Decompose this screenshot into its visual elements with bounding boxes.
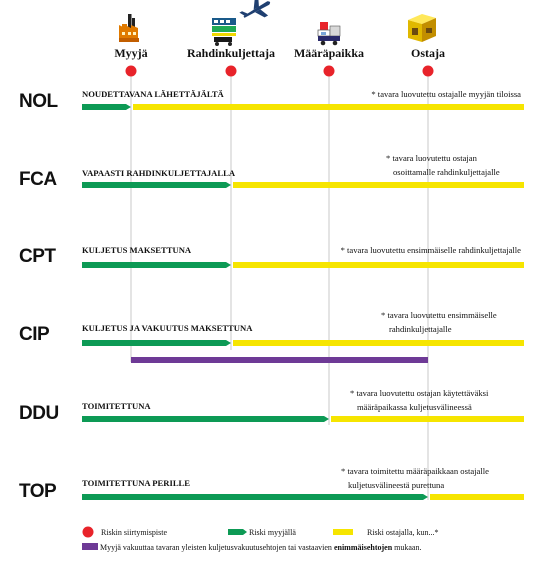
buyer-risk-bar <box>233 182 524 188</box>
party-label-buyer: Ostaja <box>411 46 445 60</box>
party-labels: Myyjä Rahdinkuljettaja Määräpaikka Ostaj… <box>114 46 445 60</box>
seller-risk-arrow <box>82 340 231 346</box>
train-truck-airplane-icon <box>212 0 271 46</box>
term-code: FCA <box>19 169 57 190</box>
term-note-line-1: * tavara luovutettu ostajan <box>386 153 478 163</box>
term-row-ddu: DDU TOIMITETTUNA * tavara luovutettu ost… <box>19 388 524 424</box>
term-row-fca: FCA VAPAASTI RAHDINKULJETTAJALLA * tavar… <box>19 153 524 190</box>
seller-risk-arrow <box>82 416 329 422</box>
term-title: KULJETUS MAKSETTUNA <box>82 245 192 255</box>
buyer-risk-bar <box>233 262 524 268</box>
term-note-line-2: määräpaikassa kuljetusvälineessä <box>357 402 472 412</box>
term-code: NOL <box>19 91 59 112</box>
legend-insurance-label: Myyjä vakuuttaa tavaran yleisten kuljetu… <box>100 543 421 552</box>
term-note-line-2: osoittamalle rahdinkuljettajalle <box>393 167 500 177</box>
term-row-nol: NOL NOUDETTAVANA LÄHETTÄJÄLTÄ * tavara l… <box>19 89 524 112</box>
term-note-line-1: * tavara toimitettu määräpaikkaan ostaja… <box>341 466 489 476</box>
term-note-line-1: * tavara luovutettu ensimmäiselle <box>381 310 497 320</box>
party-label-seller: Myyjä <box>114 46 147 60</box>
legend-risk-transfer-marker <box>82 526 94 538</box>
term-code: TOP <box>19 481 57 502</box>
risk-transfer-point-seller <box>125 65 137 77</box>
seller-risk-arrow <box>82 494 428 500</box>
truck-icon <box>317 22 341 46</box>
term-code: CPT <box>19 246 56 267</box>
risk-transfer-point-buyer <box>422 65 434 77</box>
party-guide-lines <box>130 72 429 500</box>
term-row-top: TOP TOIMITETTUNA PERILLE * tavara toimit… <box>19 466 524 502</box>
term-code: CIP <box>19 324 50 345</box>
legend-buyer-risk-label: Riski ostajalla, kun...* <box>367 528 439 537</box>
term-note-line-1: * tavara luovutettu ensimmäiselle rahdin… <box>341 245 522 255</box>
legend-seller-risk-label: Riski myyjällä <box>249 528 296 537</box>
factory-icon <box>119 14 139 42</box>
party-label-carrier: Rahdinkuljettaja <box>187 46 275 60</box>
legend-buyer-risk-marker <box>333 529 353 535</box>
risk-transfer-point-carrier <box>225 65 237 77</box>
term-title: TOIMITETTUNA PERILLE <box>82 478 190 488</box>
risk-transfer-point-destination <box>323 65 335 77</box>
buyer-risk-bar <box>233 340 524 346</box>
term-note-line-1: * tavara luovutettu ostajan käytettäväks… <box>350 388 489 398</box>
term-title: KULJETUS JA VAKUUTUS MAKSETTUNA <box>82 323 253 333</box>
seller-risk-arrow <box>82 182 231 188</box>
buyer-risk-bar <box>331 416 524 422</box>
seller-risk-arrow <box>82 262 231 268</box>
term-code: DDU <box>19 403 59 424</box>
term-note-line-1: * tavara luovutettu ostajalle myyjän til… <box>371 89 521 99</box>
legend-insurance-suffix: mukaan. <box>392 543 421 552</box>
legend-insurance-bold: enimmäisehtojen <box>334 543 393 552</box>
term-title: VAPAASTI RAHDINKULJETTAJALLA <box>82 168 236 178</box>
legend-insurance-marker <box>82 543 98 550</box>
term-note-line-2: rahdinkuljettajalle <box>389 324 452 334</box>
legend: Riskin siirtymispiste Riski myyjällä Ris… <box>82 526 439 552</box>
term-title: TOIMITETTUNA <box>82 401 151 411</box>
term-title: NOUDETTAVANA LÄHETTÄJÄLTÄ <box>82 89 225 99</box>
seller-risk-arrow <box>82 104 131 110</box>
term-row-cpt: CPT KULJETUS MAKSETTUNA * tavara luovute… <box>19 245 524 268</box>
insurance-bar <box>131 357 428 363</box>
term-rows: NOL NOUDETTAVANA LÄHETTÄJÄLTÄ * tavara l… <box>19 89 524 502</box>
party-label-destination: Määräpaikka <box>294 46 364 60</box>
legend-risk-transfer-label: Riskin siirtymispiste <box>101 528 167 537</box>
risk-transfer-points <box>125 65 434 77</box>
term-row-cip: CIP KULJETUS JA VAKUUTUS MAKSETTUNA * ta… <box>19 310 524 363</box>
warehouse-icon <box>408 14 436 42</box>
legend-seller-risk-marker <box>228 529 247 535</box>
term-note-line-2: kuljetusvälineestä purettuna <box>348 480 444 490</box>
legend-insurance-prefix: Myyjä vakuuttaa tavaran yleisten kuljetu… <box>100 543 334 552</box>
buyer-risk-bar <box>430 494 524 500</box>
buyer-risk-bar <box>133 104 524 110</box>
